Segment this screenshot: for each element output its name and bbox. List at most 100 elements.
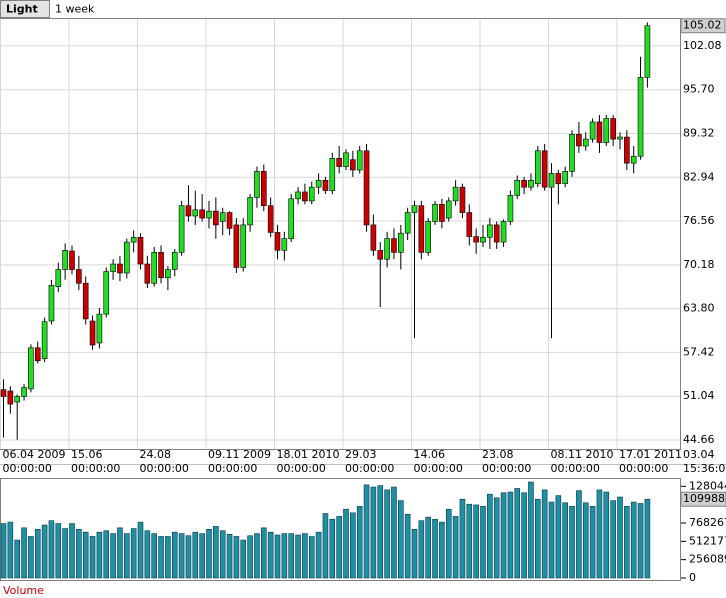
y-tick-label: 95.70 [683,83,715,96]
volume-bar [69,523,75,579]
volume-bar [548,501,555,579]
volume-bar [288,533,295,579]
candle-body [34,347,41,362]
volume-bar [322,513,329,579]
candle-body [130,236,137,243]
volume-bar [233,536,240,579]
volume-bar [110,533,116,579]
volume-bar [247,535,253,579]
x-tick-label: 08.11 2010 [551,448,614,461]
candle-body [439,204,445,222]
symbol-button[interactable] [0,0,50,18]
candle-body [103,271,110,315]
candle-body [528,179,534,188]
volume-bar [541,489,548,579]
volume-bar [343,508,349,579]
period[interactable]: 1 week [55,3,95,16]
volume-bar [226,534,233,579]
candle-body [336,158,342,167]
candle-body [69,250,75,270]
candle-body [14,396,20,403]
candle-body [226,212,233,229]
volume-bar [473,504,479,579]
candle-body [425,221,432,253]
volume-bar [384,489,390,579]
candle-body [534,150,541,185]
x-tick-label: 18.01 2010 [277,448,340,461]
candle-body [315,179,322,188]
volume-bar [391,486,397,579]
candle-body [76,269,82,284]
candle-body [521,179,527,188]
candle-body [329,158,336,191]
volume-bar [356,506,363,579]
x-time-label: 00:00:00 [414,462,463,475]
candle-body [267,205,274,233]
volume-bar [363,484,370,579]
y-tick-label: 76.56 [683,214,715,227]
symbol[interactable]: Light [6,3,38,16]
volume-bar [562,502,569,579]
volume-bar [637,503,644,579]
candle-body [308,186,315,202]
volume-bar [377,485,384,579]
candle-body [288,198,295,239]
volume-bar [336,516,342,579]
candle-body [48,285,55,322]
candle-body [302,191,308,202]
candle-body [397,232,404,253]
candle-body [192,209,199,217]
candle-body [500,221,507,243]
candle-body [418,205,425,253]
cursor-date: 03.04 [683,448,715,461]
candle-body [624,136,630,164]
last-volume-label: 1099883 [683,492,726,505]
candle-body [589,121,596,140]
volume-bar [439,521,445,579]
x-time-label: 00:00:00 [140,462,189,475]
volume-bar [308,536,315,579]
volume-bar [295,534,301,579]
volume-bar [466,503,473,579]
candle-body [507,195,514,222]
candle-body [260,171,267,206]
candle-body [493,224,500,243]
candle-body [487,224,493,238]
x-time-label: 00:00:00 [482,462,531,475]
x-time-label: 00:00:00 [208,462,257,475]
volume-bar [425,516,432,579]
candle-body [21,387,27,397]
volume-bar [281,533,288,579]
volume-bar [274,534,281,579]
x-tick-label: 09.11 2009 [208,448,271,461]
cursor-time: 15:36:00 [683,462,726,475]
candle-body [596,121,603,143]
volume-bar [432,518,438,579]
candle-body [555,173,562,185]
volume-bar [185,535,192,579]
volume-bar [493,497,500,579]
volume-bar [514,488,521,579]
volume-bar [528,481,534,579]
volume-bar [62,528,68,579]
x-tick-label: 29.03 [345,448,377,461]
volume-bar [507,491,514,579]
volume-bar [48,520,55,579]
candle-body [343,152,349,167]
candle-body [274,232,281,251]
volume-bar [82,531,89,579]
y-tick-label: 57.42 [683,345,715,358]
candle-body [370,224,377,251]
candle-body [384,238,390,260]
candle-body [603,118,610,143]
candle-body [7,390,14,405]
candle-body [117,263,123,274]
volume-bar [178,533,185,579]
volume-bar [603,491,610,579]
candle-body [219,212,226,222]
volume-bar [404,513,411,579]
volume-bar [350,512,356,579]
candle-body [171,252,178,270]
volume-bar [117,527,123,579]
